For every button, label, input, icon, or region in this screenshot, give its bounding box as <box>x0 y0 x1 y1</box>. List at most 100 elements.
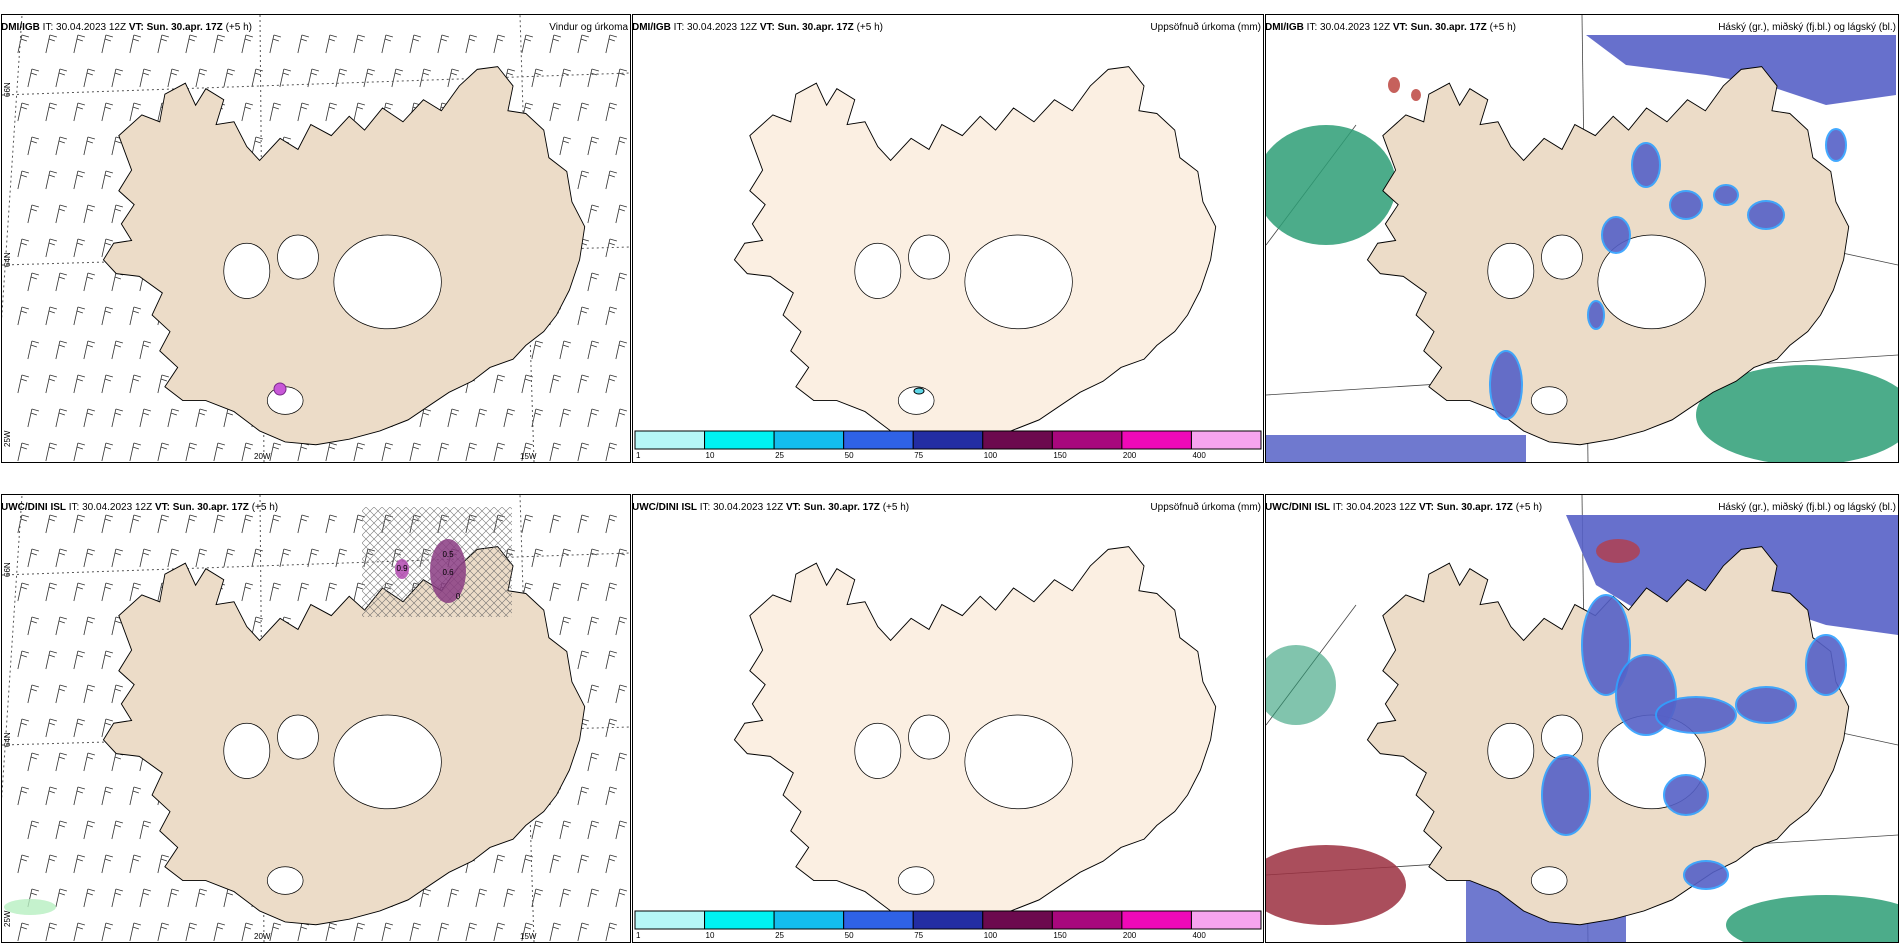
lat-label: 66N <box>3 562 12 577</box>
colorbar-tick: 200 <box>1123 931 1137 940</box>
iceland-land <box>733 546 1217 926</box>
colorbar-tick: 1 <box>636 931 641 940</box>
accum-panel-dmi: 1 10 25 50 75 100 150 200 400 <box>632 14 1264 463</box>
colorbar-segment <box>773 910 845 930</box>
colorbar-tick: 50 <box>845 451 854 460</box>
vt-value: Sun. 30.apr. 17Z <box>803 502 880 513</box>
vt-label: VT: <box>785 502 801 513</box>
panel-title: Háský (gr.), miðský (fj.bl.) og lágský (… <box>1718 22 1896 33</box>
accum-panel-uwc: 1 10 25 50 75 100 150 200 400 <box>632 494 1264 943</box>
it-label: IT: <box>68 502 80 513</box>
it-value: 30.04.2023 12Z <box>713 502 784 513</box>
colorbar-tick: 100 <box>984 931 998 940</box>
accum-map: 1 10 25 50 75 100 150 200 400 <box>634 66 1262 460</box>
accum-map: 1 10 25 50 75 100 150 200 400 <box>634 546 1262 940</box>
colorbar-tick: 75 <box>914 931 923 940</box>
colorbar-tick: 200 <box>1123 451 1137 460</box>
vt-label: VT: <box>1418 502 1434 513</box>
model-name: UWC/DINI ISL <box>632 502 697 513</box>
lat-label: 64N <box>3 252 12 267</box>
colorbar-tick: 1 <box>636 451 641 460</box>
precip-area: 0.5 0.6 0.9 0 <box>362 507 512 617</box>
colorbar-segment <box>843 430 914 450</box>
colorbar-segment <box>843 910 914 930</box>
colorbar-segment <box>982 910 1053 930</box>
cloud-panel-dmi <box>1265 14 1899 463</box>
colorbar-segment <box>912 910 984 930</box>
contour-label: 0.5 <box>442 550 454 559</box>
it-label: IT: <box>1332 502 1344 513</box>
colorbar-tick: 10 <box>706 451 715 460</box>
vt-label: VT: <box>154 502 170 513</box>
wind-map: 66N 64N 25W 20W 15W <box>2 15 630 462</box>
colorbar: 1 10 25 50 75 100 150 200 400 <box>634 910 1262 940</box>
iceland-land <box>102 66 586 446</box>
model-name: DMI/IGB <box>632 22 671 33</box>
lon-label: 25W <box>3 910 12 927</box>
panel-header-cloud-dmi: DMI/IGB IT: 30.04.2023 12Z VT: Sun. 30.a… <box>1265 14 1899 33</box>
colorbar-tick: 25 <box>775 931 784 940</box>
colorbar-segment <box>704 910 775 930</box>
wind-map: 66N 64N 25W 20W 15W 0.5 0.6 0.9 0 <box>2 495 630 942</box>
colorbar-tick: 50 <box>845 931 854 940</box>
colorbar-segment <box>1051 430 1123 450</box>
vt-value: Sun. 30.apr. 17Z <box>1436 502 1513 513</box>
panel-title: Uppsöfnuð úrkoma (mm) <box>1150 502 1261 513</box>
it-value: 30.04.2023 12Z <box>1320 22 1391 33</box>
cloud-map <box>1266 495 1898 942</box>
model-name: DMI/IGB <box>1265 22 1304 33</box>
wind-panel-dmi: 66N 64N 25W 20W 15W <box>1 14 631 463</box>
lon-label: 15W <box>520 932 537 941</box>
it-label: IT: <box>1306 22 1318 33</box>
colorbar-segment <box>1121 910 1192 930</box>
panel-title: Háský (gr.), miðský (fj.bl.) og lágský (… <box>1718 502 1896 513</box>
wind-panel-uwc: 66N 64N 25W 20W 15W 0.5 0.6 0.9 0 <box>1 494 631 943</box>
contour-label: 0 <box>456 592 461 601</box>
lon-label: 20W <box>254 932 271 941</box>
it-label: IT: <box>673 22 685 33</box>
cloud-patches <box>1541 539 1847 890</box>
lead-time: (+5 h) <box>882 502 910 513</box>
colorbar-segment <box>1051 910 1123 930</box>
it-label: IT: <box>42 22 54 33</box>
iceland-land <box>102 546 586 926</box>
colorbar-segment <box>773 430 845 450</box>
iceland-land <box>733 66 1217 446</box>
colorbar-segment <box>704 430 775 450</box>
colorbar-tick: 150 <box>1053 931 1067 940</box>
panel-header-accum-uwc: UWC/DINI ISL IT: 30.04.2023 12Z VT: Sun.… <box>632 494 1264 513</box>
cloud-panel-uwc <box>1265 494 1899 943</box>
colorbar-tick: 25 <box>775 451 784 460</box>
panel-title: Uppsöfnuð úrkoma (mm) <box>1150 22 1261 33</box>
lead-time: (+5 h) <box>1515 502 1543 513</box>
vt-value: Sun. 30.apr. 17Z <box>146 22 223 33</box>
contour-label: 0.6 <box>442 568 454 577</box>
colorbar-tick: 150 <box>1053 451 1067 460</box>
lead-time: (+5 h) <box>856 22 883 33</box>
vt-label: VT: <box>128 22 144 33</box>
panel-title: Vindur og úrkoma <box>549 22 628 33</box>
lead-time: (+5 h) <box>251 502 279 513</box>
it-value: 30.04.2023 12Z <box>1346 502 1417 513</box>
lat-label: 64N <box>3 732 12 747</box>
panel-header-cloud-uwc: UWC/DINI ISL IT: 30.04.2023 12Z VT: Sun.… <box>1265 494 1899 513</box>
lon-label: 15W <box>520 452 537 461</box>
colorbar-tick: 100 <box>984 451 998 460</box>
vt-value: Sun. 30.apr. 17Z <box>777 22 854 33</box>
colorbar-segment <box>634 910 706 930</box>
precip-spot <box>913 387 925 395</box>
vt-value: Sun. 30.apr. 17Z <box>172 502 249 513</box>
vt-value: Sun. 30.apr. 17Z <box>1410 22 1487 33</box>
colorbar: 1 10 25 50 75 100 150 200 400 <box>634 430 1262 460</box>
lat-label: 66N <box>3 82 12 97</box>
colorbar-segment <box>1190 910 1262 930</box>
colorbar-tick: 400 <box>1192 451 1206 460</box>
colorbar-segment <box>982 430 1053 450</box>
colorbar-segment <box>912 430 984 450</box>
model-name: UWC/DINI ISL <box>1265 502 1330 513</box>
lead-time: (+5 h) <box>1489 22 1516 33</box>
contour-label: 0.9 <box>396 564 408 573</box>
colorbar-segment <box>1121 430 1192 450</box>
vt-label: VT: <box>1392 22 1408 33</box>
cloud-map <box>1266 15 1898 462</box>
